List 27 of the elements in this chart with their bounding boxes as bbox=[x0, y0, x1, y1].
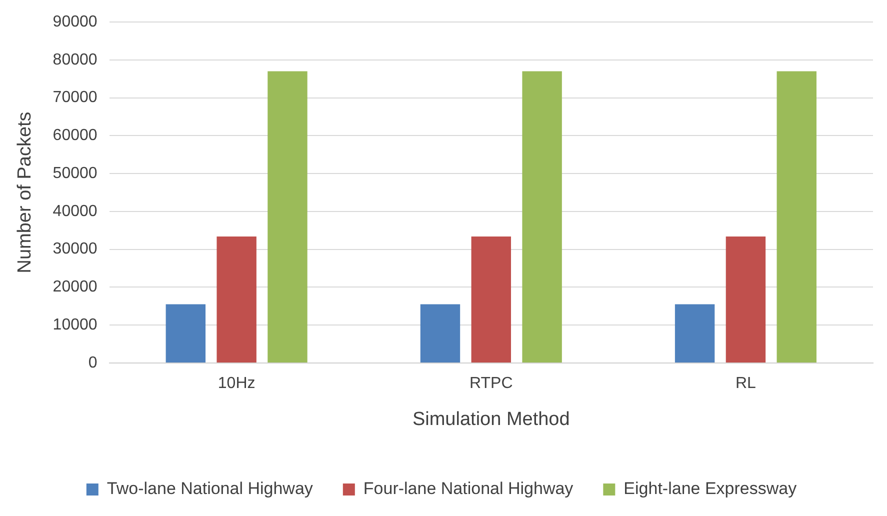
bar bbox=[776, 71, 816, 362]
y-axis-title: Number of Packets bbox=[14, 112, 36, 274]
y-tick-label: 90000 bbox=[52, 13, 98, 30]
bar bbox=[522, 71, 562, 362]
bar bbox=[268, 71, 308, 362]
y-tick-label: 80000 bbox=[52, 51, 98, 68]
bar bbox=[216, 236, 256, 362]
y-tick-label: 0 bbox=[88, 354, 98, 372]
y-tick-label: 50000 bbox=[52, 164, 98, 182]
bar bbox=[674, 304, 715, 362]
bar bbox=[471, 236, 512, 362]
x-axis-title: Simulation Method bbox=[412, 408, 570, 430]
bar bbox=[166, 304, 206, 362]
y-tick-label: 70000 bbox=[52, 89, 98, 106]
x-tick-label: 10Hz bbox=[218, 375, 256, 392]
legend-label: Two-lane National Highway bbox=[106, 479, 314, 498]
legend-label: Eight-lane Expressway bbox=[624, 479, 798, 498]
y-tick-label: 60000 bbox=[52, 127, 98, 144]
legend-label: Four-lane National Highway bbox=[363, 479, 574, 498]
y-tick-label: 20000 bbox=[52, 278, 98, 296]
y-tick-label: 30000 bbox=[52, 240, 98, 258]
bar bbox=[726, 236, 766, 362]
y-tick-label: 10000 bbox=[52, 316, 98, 334]
x-tick-label: RTPC bbox=[470, 375, 513, 392]
x-tick-label: RL bbox=[735, 375, 756, 392]
bar bbox=[420, 304, 460, 362]
y-tick-label: 40000 bbox=[52, 202, 98, 220]
